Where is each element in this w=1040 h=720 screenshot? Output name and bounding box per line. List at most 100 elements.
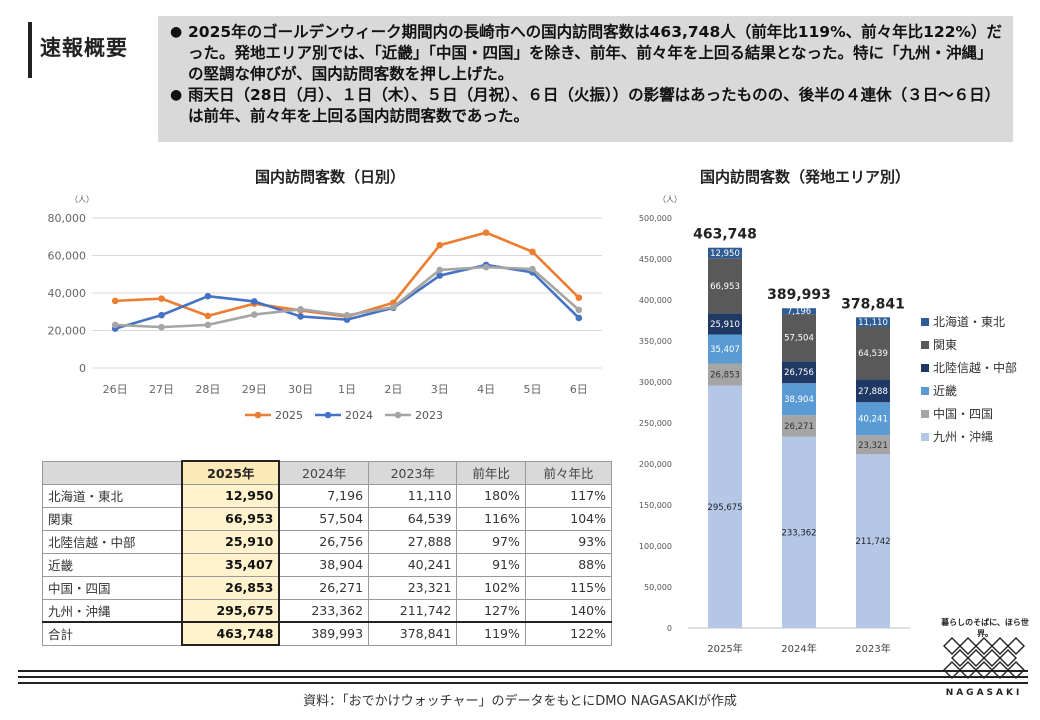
table-cell: 7,196 <box>278 483 370 508</box>
bar-segment <box>856 435 890 455</box>
y-tick-label: 40,000 <box>48 287 87 300</box>
footer-source: 資料：「おでかけウォッチャー」のデータをもとにDMO NAGASAKIが作成 <box>303 694 737 709</box>
bar-segment <box>782 436 816 628</box>
table-cell: 35,407 <box>181 552 281 577</box>
bar-segment <box>708 363 742 386</box>
legend-label-2024: 2024 <box>345 409 373 422</box>
table-header-cell <box>42 460 183 485</box>
footer-line <box>18 670 1028 672</box>
table-row-label: 九州・沖縄 <box>42 598 183 623</box>
data-point-2025 <box>575 294 583 301</box>
legend-label: 北陸信越・中部 <box>933 360 1017 375</box>
table-header-cell: 2023年 <box>368 460 458 485</box>
table-cell: 38,904 <box>278 552 370 577</box>
data-point-2023 <box>111 321 119 329</box>
data-point-2023 <box>529 265 536 273</box>
table-cell: 64,539 <box>368 506 458 531</box>
bar-segment <box>708 313 742 335</box>
table-row: 合計 463,748 389,993 378,841 119% 122% <box>42 621 613 646</box>
data-point-2024 <box>158 311 165 319</box>
x-tick-label: 28日 <box>195 383 220 396</box>
table-cell: 115% <box>524 575 613 600</box>
table-row: 北陸信越・中部 25,910 26,756 27,888 97% 93% <box>42 529 613 554</box>
table-cell: 102% <box>456 575 526 600</box>
table-cell: 180% <box>456 483 526 508</box>
table-header-cell: 前々年比 <box>524 460 613 485</box>
table-row: 中国・四国 26,853 26,271 23,321 102% 115% <box>42 575 613 600</box>
bar-segment <box>856 326 890 380</box>
x-tick-label: 2日 <box>384 383 402 396</box>
x-tick-label: 30日 <box>288 383 313 396</box>
table-cell: 26,756 <box>278 529 370 554</box>
legend-label: 九州・沖縄 <box>933 429 993 444</box>
table-cell: 127% <box>456 598 526 623</box>
data-point-2025 <box>204 312 212 320</box>
table-header-cell: 前年比 <box>456 460 526 485</box>
y-tick-label: 500,000 <box>639 214 672 223</box>
table-cell: 25,910 <box>181 529 281 554</box>
legend-label: 中国・四国 <box>933 406 993 421</box>
table-cell: 119% <box>456 621 526 646</box>
legend-swatch <box>921 341 929 349</box>
table-cell: 389,993 <box>278 621 370 646</box>
y-tick-label: 150,000 <box>639 501 672 510</box>
data-point-2023 <box>436 266 444 274</box>
table-row-label: 北陸信越・中部 <box>42 529 183 554</box>
table-cell: 211,742 <box>368 598 458 623</box>
legend-swatch <box>921 318 929 326</box>
data-label: 35,407 <box>710 345 740 355</box>
table-cell: 40,241 <box>368 552 458 577</box>
data-point-2023 <box>575 306 583 314</box>
legend-label: 北海道・東北 <box>933 314 1005 329</box>
data-point-2025 <box>436 241 444 249</box>
table-cell: 57,504 <box>278 506 370 531</box>
data-table: 2025年 2024年 2023年 前年比 前々年比 北海道・東北 12,950 7,196… <box>42 460 613 646</box>
summary-box: 2025年のゴールデンウィーク期間内の長崎市への国内訪問客数は463,748人（… <box>158 16 1013 142</box>
y-tick-label: 80,000 <box>48 212 87 225</box>
line-chart: （人） 0 20,000 40,000 60,000 80,000 26日 27日 28日 29日… <box>48 195 602 422</box>
data-label: 64,539 <box>858 349 888 359</box>
legend-label: 近畿 <box>933 384 957 398</box>
y-tick-label: 0 <box>667 624 672 633</box>
summary-item: 2025年のゴールデンウィーク期間内の長崎市への国内訪問客数は463,748人（… <box>170 22 1003 85</box>
data-label: 211,742 <box>855 537 890 547</box>
table-cell: 97% <box>456 529 526 554</box>
y-tick-label: 50,000 <box>644 583 672 592</box>
bar-segment <box>856 317 890 327</box>
data-point-2023 <box>250 311 258 318</box>
y-unit-label: （人） <box>658 195 682 204</box>
data-label: 27,888 <box>858 387 888 397</box>
data-point-2025 <box>529 248 536 256</box>
x-tick-label: 6日 <box>570 383 588 396</box>
x-tick-label: 1日 <box>338 383 356 396</box>
line-chart-title: 国内訪問客数（日別） <box>254 168 405 186</box>
data-point-2024 <box>575 314 583 322</box>
data-point-2024 <box>204 292 212 300</box>
data-label: 40,241 <box>858 415 888 425</box>
nagasaki-logo-icon <box>943 637 1025 679</box>
table-cell: 23,321 <box>368 575 458 600</box>
y-tick-label: 250,000 <box>639 419 672 428</box>
data-point-2023 <box>482 263 490 271</box>
table-row: 北海道・東北 12,950 7,196 11,110 180% 117% <box>42 483 613 508</box>
bar-segment <box>856 402 890 436</box>
table-row-label: 関東 <box>42 506 183 531</box>
data-label: 295,675 <box>707 503 742 513</box>
y-tick-label: 450,000 <box>639 255 672 264</box>
table-cell: 378,841 <box>368 621 458 646</box>
y-tick-label: 300,000 <box>639 378 672 387</box>
x-tick-label: 2024年 <box>781 642 816 655</box>
table-row-label: 合計 <box>42 621 183 646</box>
bar-segment <box>782 361 816 384</box>
table-header-cell: 2024年 <box>278 460 370 485</box>
bar-segment <box>856 454 890 628</box>
data-point-2025 <box>158 295 165 302</box>
data-label: 66,953 <box>710 282 740 292</box>
table-row-label: 中国・四国 <box>42 575 183 600</box>
y-tick-label: 350,000 <box>639 337 672 346</box>
table-cell: 140% <box>524 598 613 623</box>
data-label: 12,950 <box>710 249 740 259</box>
bar-segment <box>708 258 742 314</box>
data-label: 57,504 <box>784 334 814 344</box>
data-point-2023 <box>204 321 212 329</box>
